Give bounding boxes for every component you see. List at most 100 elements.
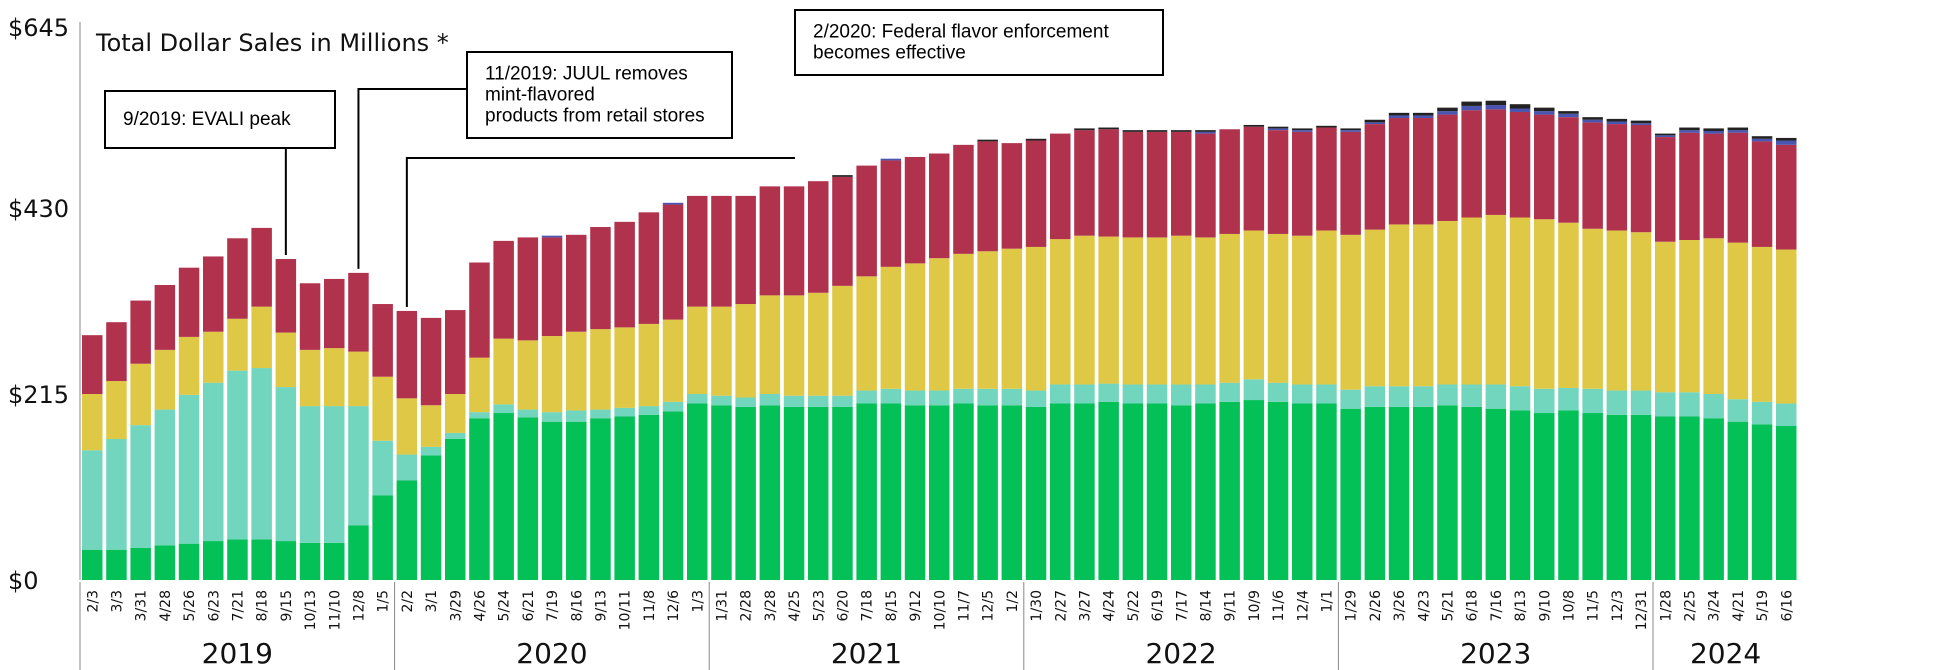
- bar-segment-black: [1751, 136, 1773, 139]
- bar-segment-green: [759, 405, 781, 580]
- bar-segment-teal: [590, 409, 611, 419]
- bar-segment-black: [1679, 127, 1700, 131]
- x-tick-label: 1/1: [1319, 590, 1335, 613]
- bar-segment-teal: [1413, 386, 1434, 407]
- bar-segment-yellow: [1146, 237, 1168, 385]
- bar-segment-blue: [1558, 113, 1579, 118]
- bar-stack: [1509, 104, 1531, 580]
- bar-segment-red: [275, 259, 297, 333]
- x-tick-label: 4/26: [472, 590, 488, 622]
- x-tick-label: 2/3: [85, 590, 101, 613]
- bar-stack: [299, 283, 321, 580]
- bar-segment-black: [1413, 112, 1434, 116]
- bar-stack: [1219, 129, 1240, 580]
- x-tick-label: 10/11: [618, 590, 634, 630]
- bar-segment-red: [1074, 130, 1095, 236]
- bar-segment-green: [1292, 403, 1313, 580]
- bar-stack: [711, 195, 732, 580]
- x-tick-label: 6/21: [521, 590, 537, 621]
- bar-segment-yellow: [662, 319, 684, 402]
- bar-segment-teal: [275, 387, 297, 542]
- bar-segment-teal: [1243, 379, 1265, 401]
- bar-segment-yellow: [1461, 217, 1482, 385]
- bar-segment-teal: [977, 388, 998, 406]
- bar-segment-teal: [517, 409, 539, 418]
- x-tick-label: 5/26: [182, 590, 198, 622]
- bar-segment-yellow: [1025, 246, 1047, 391]
- bar-segment-yellow: [130, 363, 151, 426]
- x-tick-label: 1/31: [714, 590, 730, 621]
- bar-segment-black: [1195, 130, 1216, 132]
- bar-segment-blue: [541, 235, 563, 238]
- bar-stacks: [82, 100, 1797, 580]
- bar-segment-red: [493, 240, 514, 339]
- bar-stack: [832, 175, 853, 580]
- bar-segment-black: [1558, 111, 1579, 114]
- bar-segment-red: [251, 227, 272, 307]
- bar-segment-yellow: [178, 336, 200, 395]
- bar-segment-teal: [880, 388, 902, 404]
- bar-segment-red: [711, 195, 732, 307]
- bar-segment-teal: [904, 390, 926, 406]
- bar-segment-green: [1388, 406, 1410, 580]
- bar-segment-teal: [1219, 382, 1240, 402]
- bar-segment-green: [1098, 401, 1119, 580]
- bar-segment-teal: [1171, 384, 1192, 406]
- bar-segment-red: [1437, 114, 1458, 221]
- annotation: 11/2019: JUUL removesmint-flavoredproduc…: [357, 51, 733, 269]
- bar-segment-red: [856, 165, 877, 277]
- x-tick-label: 5/23: [811, 590, 827, 621]
- x-tick-label: 3/1: [424, 590, 440, 613]
- bar-stack: [1050, 133, 1071, 580]
- bar-segment-black: [1582, 117, 1603, 120]
- bar-stack: [1074, 128, 1095, 580]
- annotation-text: products from retail stores: [485, 106, 705, 127]
- bar-segment-blue: [1727, 130, 1749, 133]
- bar-stack: [614, 221, 635, 580]
- bar-segment-yellow: [396, 398, 418, 455]
- bar-stack: [1727, 127, 1749, 580]
- x-tick-label: 1/28: [1658, 590, 1674, 621]
- bar-stack: [880, 158, 902, 580]
- bar-segment-black: [1606, 118, 1628, 122]
- bar-segment-teal: [1098, 383, 1119, 402]
- bar-segment-green: [1679, 416, 1700, 580]
- bar-stack: [178, 267, 200, 580]
- bar-segment-teal: [759, 394, 781, 406]
- bar-segment-black: [1098, 127, 1119, 130]
- bar-segment-green: [614, 416, 635, 580]
- bar-segment-blue: [1340, 130, 1361, 132]
- bar-segment-yellow: [1606, 230, 1628, 391]
- bar-stack: [1630, 120, 1652, 580]
- bar-segment-red: [1655, 137, 1676, 242]
- bar-segment-green: [1171, 405, 1192, 580]
- bar-segment-teal: [1267, 382, 1289, 402]
- bar-segment-green: [154, 545, 176, 580]
- bar-segment-black: [1630, 120, 1652, 124]
- x-tick-label: 7/21: [230, 590, 246, 621]
- annotation-box: [104, 90, 336, 149]
- bar-segment-green: [1606, 414, 1628, 580]
- bar-segment-green: [1413, 406, 1434, 580]
- x-tick-label: 12/4: [1295, 590, 1311, 622]
- bar-segment-yellow: [687, 306, 708, 394]
- bar-segment-teal: [154, 409, 176, 546]
- x-tick-label: 2/26: [1368, 590, 1384, 622]
- bar-segment-yellow: [711, 306, 732, 396]
- bar-segment-yellow: [880, 266, 902, 389]
- bar-segment-red: [614, 221, 635, 328]
- bar-segment-green: [493, 413, 514, 580]
- bar-segment-yellow: [1630, 232, 1652, 391]
- bar-stack: [445, 310, 466, 580]
- bar-segment-yellow: [1267, 233, 1289, 383]
- bar-segment-green: [904, 405, 926, 580]
- x-tick-label: 11/8: [642, 590, 658, 621]
- bar-stack: [251, 227, 272, 580]
- x-tick-label: 9/11: [1223, 590, 1239, 621]
- bar-segment-red: [1098, 129, 1119, 237]
- bar-segment-teal: [445, 432, 466, 439]
- bar-segment-red: [1364, 124, 1386, 230]
- bar-segment-red: [735, 195, 756, 305]
- bar-segment-red: [541, 237, 563, 337]
